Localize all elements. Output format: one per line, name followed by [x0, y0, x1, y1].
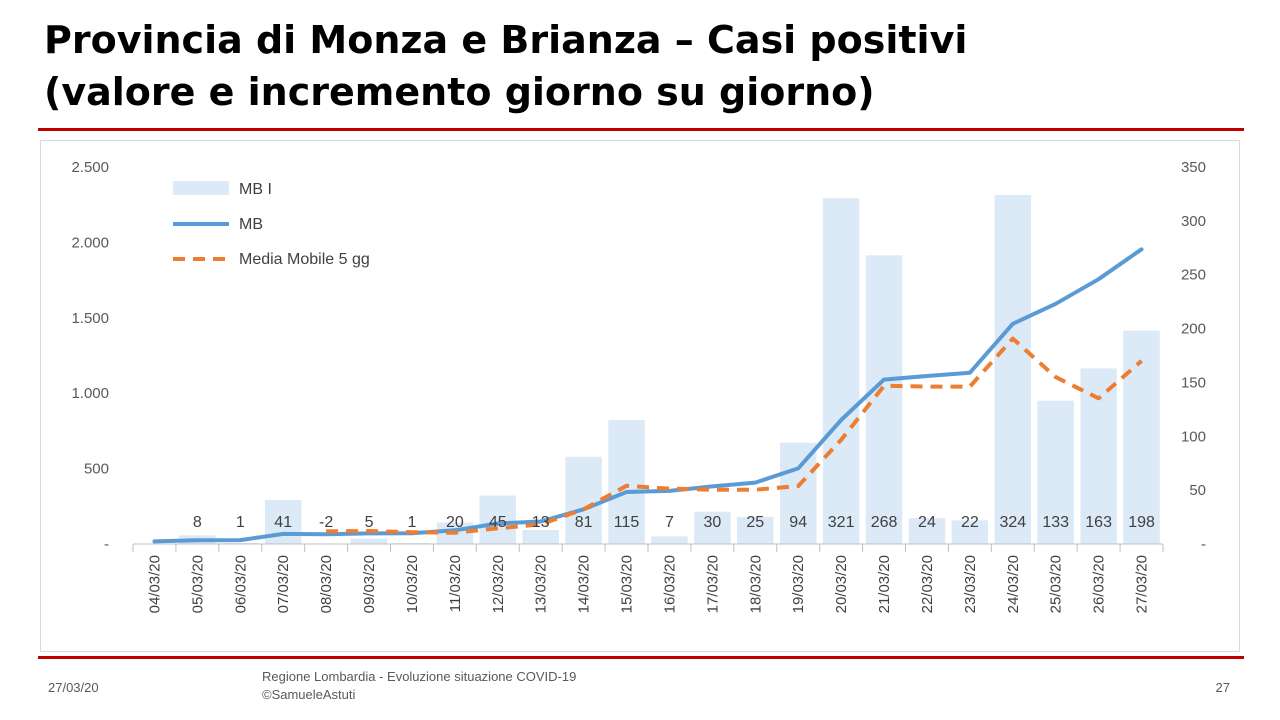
footer-source: Regione Lombardia - Evoluzione situazion…: [262, 668, 576, 704]
title-line-2: (valore e incremento giorno su giorno): [44, 70, 875, 114]
x-tick-label-19: 23/03/20: [962, 555, 979, 613]
bar-label-17: 268: [871, 514, 898, 531]
right-tick-label-3: 200: [1181, 321, 1206, 338]
bar-6: [393, 542, 431, 544]
legend-swatch-bars: [173, 181, 229, 195]
bar-12: [651, 536, 688, 544]
bar-label-6: 1: [408, 514, 417, 531]
bar-10: [565, 456, 602, 544]
left-tick-label-5: -: [104, 536, 109, 553]
legend-label-bars: MB I: [239, 181, 272, 198]
slide-title: Provincia di Monza e Brianza – Casi posi…: [44, 14, 1244, 118]
bar-label-16: 321: [828, 514, 855, 531]
x-tick-label-0: 04/03/20: [146, 555, 163, 613]
bar-label-1: 8: [193, 514, 202, 531]
right-tick-label-1: 300: [1181, 213, 1206, 230]
legend-label-moving-average: Media Mobile 5 gg: [239, 251, 370, 268]
x-tick-label-14: 18/03/20: [747, 555, 764, 613]
bar-label-14: 25: [746, 514, 764, 531]
x-tick-label-8: 12/03/20: [490, 555, 507, 613]
x-tick-label-1: 05/03/20: [189, 555, 206, 613]
bar-2: [222, 542, 259, 544]
bar-11: [608, 420, 645, 544]
bar-label-13: 30: [703, 514, 721, 531]
left-tick-label-0: 2.500: [71, 159, 109, 176]
x-tick-label-3: 07/03/20: [275, 555, 292, 613]
bar-label-4: -2: [319, 514, 333, 531]
bar-5: [350, 538, 388, 544]
footer-source-line-1: Regione Lombardia - Evoluzione situazion…: [262, 669, 577, 684]
bar-16: [822, 198, 860, 544]
bar-label-11: 115: [614, 514, 640, 531]
bar-label-23: 198: [1128, 514, 1155, 531]
right-tick-label-0: 350: [1181, 159, 1206, 176]
bar-label-7: 20: [446, 514, 464, 531]
bar-label-9: 13: [532, 514, 550, 531]
bar-15: [779, 442, 817, 544]
x-tick-label-4: 08/03/20: [318, 555, 335, 613]
bar-14: [737, 517, 774, 544]
left-tick-label-1: 2.000: [71, 234, 109, 251]
left-tick-label-4: 500: [84, 461, 109, 478]
right-tick-label-2: 250: [1181, 267, 1206, 284]
chart: 8 1 41 -2 5 1 20 45 13 81 115 7 30 25 94 321 268 24 22 324 1…: [71, 159, 1206, 613]
x-tick-label-2: 06/03/20: [232, 555, 249, 613]
left-tick-label-2: 1.500: [71, 310, 109, 327]
legend-label-mb: MB: [239, 216, 263, 233]
title-line-1: Provincia di Monza e Brianza – Casi posi…: [44, 18, 968, 62]
x-tick-label-5: 09/03/20: [361, 555, 378, 613]
x-tick-label-13: 17/03/20: [704, 555, 721, 613]
right-tick-label-5: 100: [1181, 428, 1206, 445]
bar-label-3: 41: [274, 514, 292, 531]
bar-label-21: 133: [1042, 514, 1069, 531]
bar-label-12: 7: [665, 514, 674, 531]
bar-label-8: 45: [489, 514, 507, 531]
bar-17: [865, 255, 903, 544]
bar-label-18: 24: [918, 514, 936, 531]
x-tick-label-6: 10/03/20: [404, 555, 421, 613]
bar-label-5: 5: [365, 514, 374, 531]
x-tick-label-22: 26/03/20: [1091, 555, 1108, 613]
bar-8: [479, 495, 517, 544]
bar-13: [694, 511, 731, 544]
mb-line: [152, 247, 1144, 544]
chart-frame: 8 1 41 -2 5 1 20 45 13 81 115 7 30 25 94 321 268 24 22 324 1…: [40, 140, 1240, 652]
x-tick-label-12: 16/03/20: [661, 555, 678, 613]
x-tick-label-9: 13/03/20: [533, 555, 550, 613]
x-tick-label-16: 20/03/20: [833, 555, 850, 613]
footer-date: 27/03/20: [48, 680, 99, 695]
bar-label-19: 22: [961, 514, 979, 531]
bar-label-2: 1: [236, 514, 245, 531]
bar-21: [1037, 400, 1074, 544]
bar-label-15: 94: [789, 514, 807, 531]
bar-9: [522, 529, 559, 544]
page-number: 27: [1215, 680, 1230, 695]
x-tick-label-21: 25/03/20: [1048, 555, 1065, 613]
x-tick-label-15: 19/03/20: [790, 555, 807, 613]
left-tick-label-3: 1.000: [71, 385, 109, 402]
x-tick-label-20: 24/03/20: [1005, 555, 1022, 613]
bar-18: [908, 518, 946, 544]
bar-label-10: 81: [575, 514, 593, 531]
bar-23: [1123, 330, 1160, 544]
bar-label-22: 163: [1085, 514, 1112, 531]
x-tick-label-17: 21/03/20: [876, 555, 893, 613]
x-tick-label-11: 15/03/20: [619, 555, 636, 613]
x-tick-label-7: 11/03/20: [447, 555, 464, 612]
x-tick-label-23: 27/03/20: [1134, 555, 1151, 613]
x-tick-label-10: 14/03/20: [576, 555, 593, 613]
right-tick-label-6: 50: [1189, 482, 1206, 499]
right-tick-label-4: 150: [1181, 374, 1206, 391]
bar-label-20: 324: [999, 514, 1026, 531]
bar-19: [951, 520, 989, 544]
footer-divider: [38, 656, 1244, 659]
x-tick-label-18: 22/03/20: [919, 555, 936, 613]
footer-source-line-2: ©SamueleAstuti: [262, 687, 356, 702]
bar-20: [994, 195, 1032, 544]
right-tick-label-7: -: [1201, 536, 1206, 553]
title-divider: [38, 128, 1244, 131]
